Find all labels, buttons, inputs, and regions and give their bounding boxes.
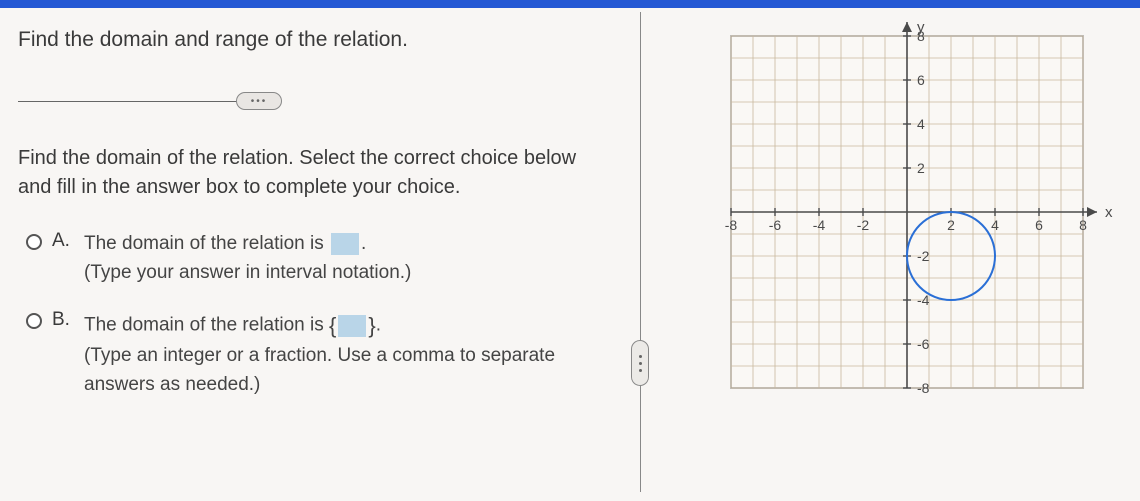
brace-close: } — [368, 313, 375, 338]
question-panel: Find the domain and range of the relatio… — [0, 0, 640, 501]
choice-b-text-pre: The domain of the relation is — [84, 315, 329, 336]
choice-a-text-pre: The domain of the relation is — [84, 233, 329, 254]
divider-line — [18, 101, 248, 102]
choice-b-text-post: . — [376, 315, 381, 336]
svg-text:6: 6 — [1035, 217, 1043, 233]
svg-text:2: 2 — [947, 217, 955, 233]
svg-text:4: 4 — [917, 116, 925, 132]
choice-a-answer-box[interactable] — [331, 233, 359, 255]
sub-question: Find the domain of the relation. Select … — [18, 144, 610, 202]
expand-pill[interactable]: ••• — [236, 92, 282, 110]
choice-b[interactable]: B. The domain of the relation is {}. (Ty… — [18, 309, 610, 399]
coordinate-graph: -8-6-4-22468-8-6-4-22468xy — [701, 6, 1131, 436]
brace-open: { — [329, 313, 336, 338]
svg-text:y: y — [917, 19, 925, 36]
svg-text:-6: -6 — [917, 336, 930, 352]
choice-b-hint: (Type an integer or a fraction. Use a co… — [84, 345, 555, 395]
svg-text:x: x — [1105, 204, 1113, 221]
choice-b-body: The domain of the relation is {}. (Type … — [84, 309, 610, 399]
divider-row: ••• — [18, 92, 610, 110]
svg-text:2: 2 — [917, 160, 925, 176]
svg-text:-4: -4 — [813, 217, 826, 233]
choice-b-answer-box[interactable] — [338, 315, 366, 337]
question-heading: Find the domain and range of the relatio… — [18, 28, 610, 52]
svg-text:6: 6 — [917, 72, 925, 88]
radio-a[interactable] — [26, 234, 42, 250]
svg-text:-2: -2 — [917, 248, 930, 264]
choice-a-body: The domain of the relation is . (Type yo… — [84, 230, 411, 287]
svg-text:8: 8 — [1079, 217, 1087, 233]
choice-a-letter: A. — [52, 230, 74, 252]
svg-text:-8: -8 — [917, 380, 930, 396]
choice-b-letter: B. — [52, 309, 74, 331]
choice-a[interactable]: A. The domain of the relation is . (Type… — [18, 230, 610, 287]
svg-text:-6: -6 — [769, 217, 782, 233]
svg-text:-2: -2 — [857, 217, 870, 233]
svg-text:4: 4 — [991, 217, 999, 233]
svg-text:-8: -8 — [725, 217, 738, 233]
choice-a-text-post: . — [361, 233, 366, 254]
graph-panel: -8-6-4-22468-8-6-4-22468xy — [641, 0, 1140, 501]
choice-a-hint: (Type your answer in interval notation.) — [84, 262, 411, 283]
radio-b[interactable] — [26, 313, 42, 329]
